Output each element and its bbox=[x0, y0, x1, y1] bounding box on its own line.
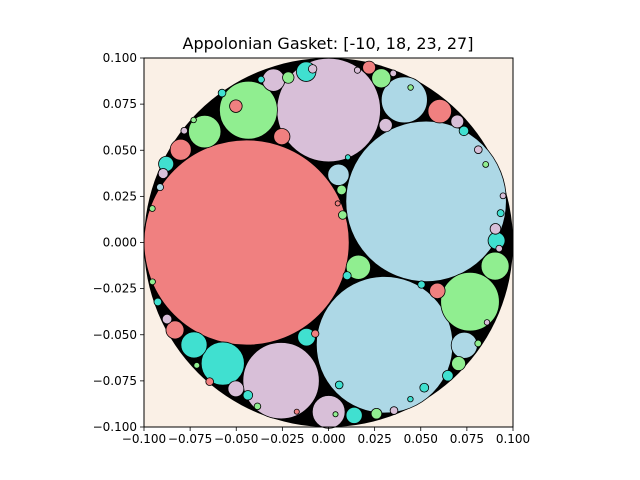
gasket-circle-40 bbox=[242, 390, 254, 401]
y-tick-label: −0.075 bbox=[93, 374, 137, 388]
gasket-circle-31 bbox=[362, 60, 376, 75]
gasket-circle-6 bbox=[219, 80, 278, 140]
gasket-circle-67 bbox=[407, 84, 414, 91]
gasket-circle-74 bbox=[293, 408, 300, 415]
gasket-circle-68 bbox=[482, 161, 490, 168]
gasket-circle-72 bbox=[483, 319, 491, 326]
gasket-circle-52 bbox=[496, 209, 505, 218]
x-tick-label: −0.025 bbox=[260, 432, 304, 446]
gasket-circle-66 bbox=[149, 278, 156, 286]
gasket-circle-61 bbox=[474, 339, 482, 348]
gasket-circle-46 bbox=[161, 313, 173, 325]
gasket-circle-57 bbox=[217, 88, 227, 98]
gasket-circle-30 bbox=[451, 356, 466, 371]
gasket-circle-19 bbox=[327, 163, 350, 186]
chart-title: Appolonian Gasket: [-10, 18, 23, 27] bbox=[183, 34, 474, 53]
gasket-circle-54 bbox=[156, 183, 164, 192]
y-tick-label: 0.025 bbox=[103, 189, 137, 203]
gasket-circle-70 bbox=[407, 395, 414, 403]
gasket-circle-21 bbox=[345, 406, 363, 424]
gasket-circle-24 bbox=[165, 320, 185, 340]
gasket-circle-32 bbox=[450, 114, 465, 129]
gasket-circle-14 bbox=[311, 395, 346, 429]
gasket-circle-33 bbox=[378, 118, 393, 133]
gasket-circle-55 bbox=[153, 297, 163, 307]
circles-layer bbox=[143, 57, 513, 429]
x-tick-label: 0.050 bbox=[404, 432, 438, 446]
y-tick-label: −0.025 bbox=[93, 282, 137, 296]
gasket-circle-56 bbox=[389, 406, 399, 415]
gasket-circle-53 bbox=[495, 244, 503, 253]
x-tick-label: −0.050 bbox=[214, 432, 258, 446]
gasket-circle-7 bbox=[380, 76, 428, 124]
gasket-circle-47 bbox=[205, 377, 214, 386]
gasket-circle-49 bbox=[311, 329, 320, 338]
gasket-circle-76 bbox=[334, 200, 341, 207]
gasket-circle-18 bbox=[371, 68, 392, 89]
gasket-circle-45 bbox=[419, 382, 430, 393]
gasket-circle-59 bbox=[353, 66, 362, 74]
gasket-circle-1 bbox=[345, 120, 507, 283]
gasket-circle-29 bbox=[227, 380, 245, 398]
x-tick-label: 0.075 bbox=[450, 432, 484, 446]
gasket-circle-51 bbox=[417, 280, 426, 289]
gasket-circle-13 bbox=[480, 251, 510, 281]
x-tick-label: 0.000 bbox=[311, 432, 345, 446]
gasket-circle-27 bbox=[229, 99, 243, 113]
gasket-circle-10 bbox=[345, 254, 371, 280]
gasket-circle-44 bbox=[307, 64, 318, 74]
gasket-circle-4 bbox=[242, 342, 320, 420]
y-tick-label: 0.050 bbox=[103, 143, 137, 157]
gasket-circle-36 bbox=[489, 223, 502, 235]
gasket-circle-48 bbox=[342, 271, 352, 281]
gasket-circle-60 bbox=[180, 126, 188, 135]
gasket-circle-64 bbox=[499, 192, 507, 200]
gasket-circle-41 bbox=[282, 71, 295, 84]
gasket-circle-69 bbox=[190, 116, 197, 124]
gasket-circle-5 bbox=[440, 271, 500, 332]
gasket-circle-12 bbox=[180, 331, 208, 359]
gasket-circle-73 bbox=[332, 411, 339, 418]
x-axis: −0.100 −0.075 −0.050 −0.025 0.000 0.025 0.050 0… bbox=[122, 427, 530, 446]
gasket-circle-39 bbox=[442, 369, 454, 382]
gasket-circle-35 bbox=[338, 210, 348, 220]
gasket-circle-62 bbox=[253, 402, 262, 411]
gasket-circle-42 bbox=[458, 125, 470, 137]
x-tick-label: −0.075 bbox=[168, 432, 212, 446]
y-tick-label: −0.050 bbox=[93, 328, 137, 342]
gasket-circle-75 bbox=[344, 154, 351, 161]
gasket-circle-26 bbox=[429, 282, 446, 299]
gasket-circle-8 bbox=[200, 341, 245, 386]
gasket-circle-58 bbox=[389, 69, 397, 78]
gasket-circle-9 bbox=[188, 114, 222, 149]
y-tick-label: −0.100 bbox=[93, 420, 137, 434]
gasket-circle-65 bbox=[148, 205, 156, 212]
gasket-circle-0 bbox=[143, 139, 350, 346]
gasket-circle-63 bbox=[257, 75, 265, 84]
gasket-circle-43 bbox=[474, 145, 483, 154]
gasket-circle-38 bbox=[370, 407, 383, 420]
y-tick-label: 0.075 bbox=[103, 97, 137, 111]
x-tick-label: 0.100 bbox=[496, 432, 530, 446]
y-tick-label: 0.100 bbox=[103, 51, 137, 65]
y-axis: −0.100 −0.075 −0.050 −0.025 0.000 0.025 0.050 0… bbox=[93, 51, 144, 434]
gasket-circle-11 bbox=[450, 331, 478, 359]
gasket-circle-71 bbox=[193, 362, 201, 369]
gasket-circle-25 bbox=[273, 128, 291, 146]
plot-area bbox=[143, 57, 514, 429]
gasket-circle-16 bbox=[427, 98, 452, 124]
gasket-circle-34 bbox=[336, 184, 347, 196]
gasket-circle-37 bbox=[157, 168, 169, 179]
x-tick-label: 0.025 bbox=[357, 432, 391, 446]
y-tick-label: 0.000 bbox=[103, 236, 137, 250]
gasket-circle-17 bbox=[261, 68, 286, 92]
gasket-circle-15 bbox=[169, 138, 192, 161]
x-tick-label: −0.100 bbox=[122, 432, 166, 446]
gasket-circle-50 bbox=[334, 380, 344, 390]
